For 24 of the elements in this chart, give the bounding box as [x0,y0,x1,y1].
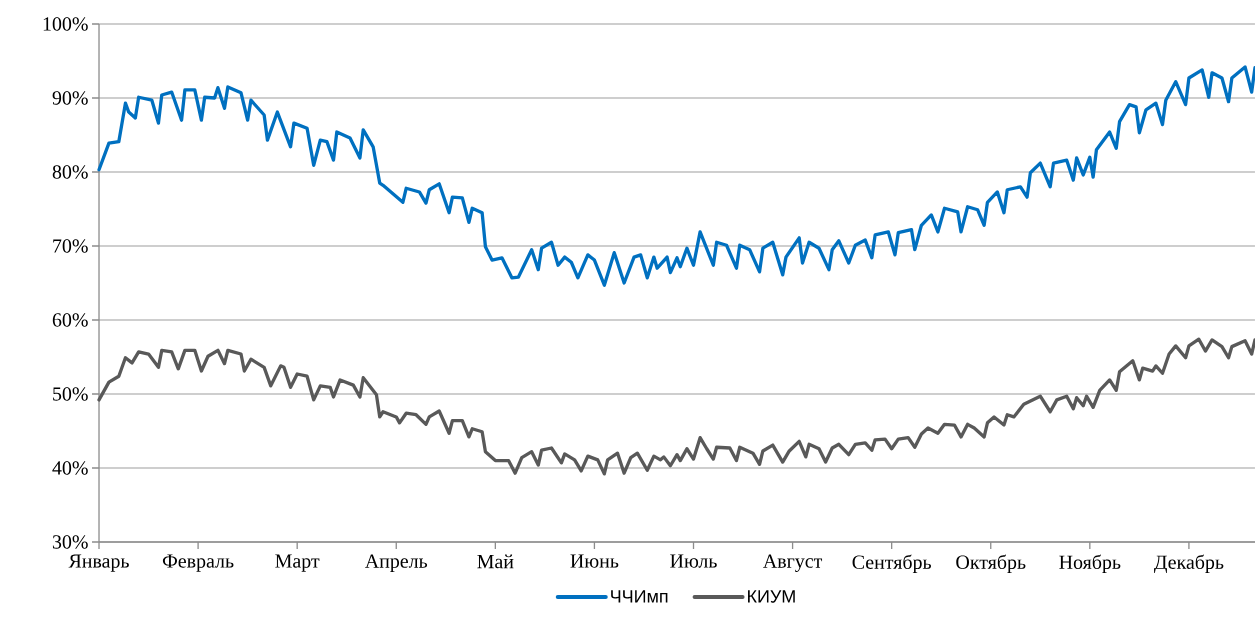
x-tick-label: Май [477,554,514,569]
line-series [97,337,1255,476]
y-tick-label: 40% [52,461,88,475]
legend-label: КИУМ [748,590,795,603]
x-tick-label: Ноябрь [1059,554,1121,573]
x-tick-label: Сентябрь [852,554,932,573]
x-tick-label: Апрель [365,554,428,572]
y-tick-label: 80% [52,165,88,179]
legend-label: ЧЧИмп [611,590,668,603]
y-tick-label: 30% [52,535,88,549]
line-series [97,65,1255,287]
x-tick-label: Декабрь [1154,554,1224,573]
y-tick-label: 90% [52,91,88,105]
x-tick-label: Июнь [570,554,619,568]
x-tick-label: Август [763,554,823,572]
x-tick-label: Июль [670,554,717,568]
x-tick-label: Март [275,554,320,572]
y-tick-label: 50% [53,387,88,401]
y-tick-label: 60% [52,313,88,327]
x-tick-label: Октябрь [956,554,1026,573]
x-tick-label: Февраль [162,554,234,572]
y-tick-label: 100% [43,17,88,31]
x-tick-label: Январь [68,554,129,572]
y-tick-label: 70% [53,239,88,253]
